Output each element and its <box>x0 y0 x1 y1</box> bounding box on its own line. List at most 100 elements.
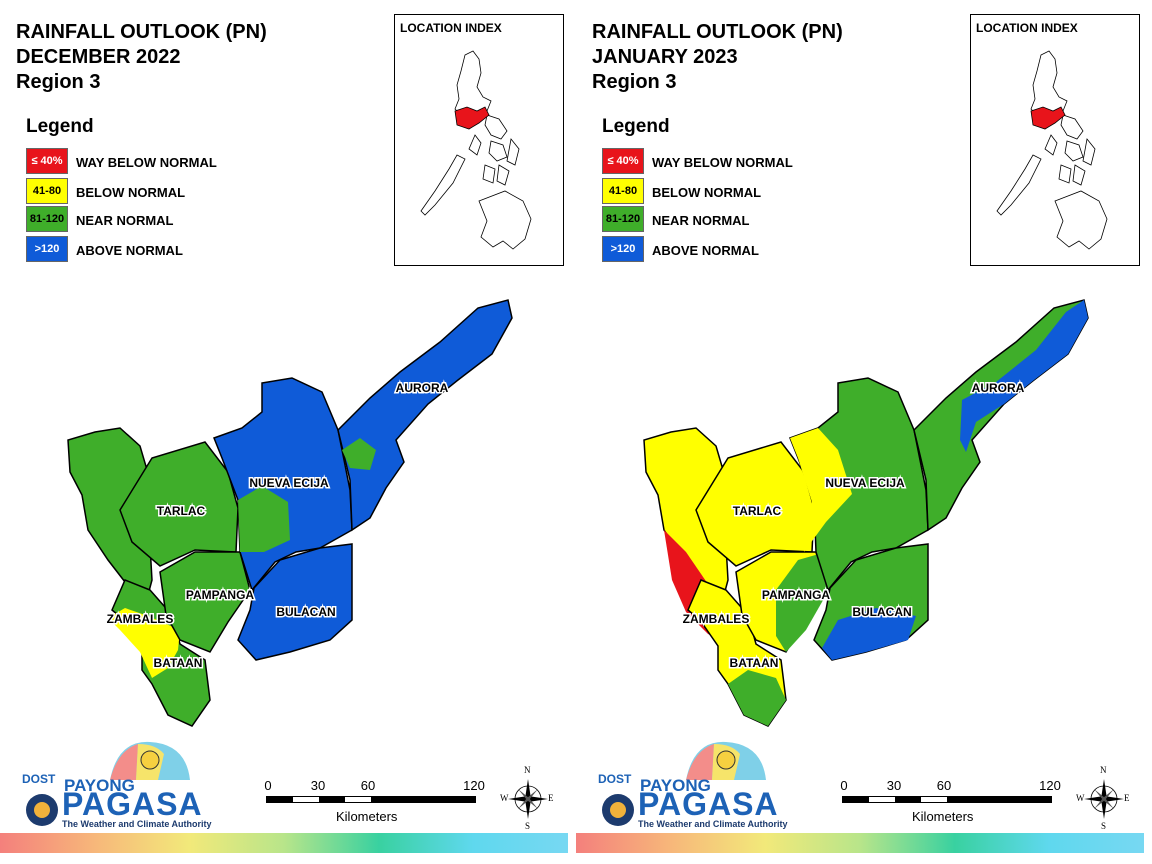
scale-bar: 0 30 60 120 Kilometers <box>840 778 1062 828</box>
legend-swatch: >120 <box>602 236 644 262</box>
scale-tick-label: 60 <box>936 778 952 793</box>
zone-below-normal-nueva-ecija <box>790 428 852 552</box>
title-line-1: RAINFALL OUTLOOK (PN) <box>592 21 843 43</box>
province-label-tarlac: TARLAC <box>157 504 206 518</box>
scale-tick-label: 120 <box>463 778 485 793</box>
legend-label: WAY BELOW NORMAL <box>652 155 793 170</box>
footer-gradient-bar <box>576 833 1144 853</box>
legend-label: BELOW NORMAL <box>76 185 186 200</box>
compass-rose: N S E W <box>500 765 556 833</box>
legend-swatch: 41-80 <box>602 178 644 204</box>
zone-above-normal-bulacan <box>822 608 916 660</box>
payong-pagasa-logo: DOST PAYONG PAGASA The Weather and Clima… <box>594 740 788 832</box>
province-label-zambales: ZAMBALES <box>683 612 750 626</box>
scale-unit-label: Kilometers <box>336 809 398 824</box>
umbrella-icon <box>26 741 190 826</box>
province-tarlac <box>119 441 239 567</box>
zone-near-normal-aurora <box>342 438 376 470</box>
zone-below-normal-bataan <box>108 608 180 678</box>
logo-tagline: The Weather and Climate Authority <box>62 819 212 829</box>
umbrella-icon <box>602 741 766 826</box>
province-label-aurora: AURORA <box>396 381 449 395</box>
title-line-2: DECEMBER 2022 <box>16 46 181 68</box>
zone-near-normal-pampanga <box>776 552 830 652</box>
legend-label: WAY BELOW NORMAL <box>76 155 217 170</box>
compass-s: S <box>1101 821 1107 831</box>
location-index-title: LOCATION INDEX <box>976 21 1078 35</box>
legend-label: ABOVE NORMAL <box>652 243 759 258</box>
title-line-2: JANUARY 2023 <box>592 46 738 68</box>
province-label-bulacan: BULACAN <box>852 605 911 619</box>
province-label-pampanga: PAMPANGA <box>186 588 255 602</box>
legend-label: NEAR NORMAL <box>652 213 750 228</box>
province-label-tarlac: TARLAC <box>733 504 782 518</box>
logo-pagasa-text: PAGASA <box>62 786 203 822</box>
province-label-bataan: BATAAN <box>154 656 203 670</box>
legend-label: BELOW NORMAL <box>652 185 762 200</box>
compass-n: N <box>1100 765 1107 775</box>
zone-near-normal-nueva-ecija <box>238 486 290 552</box>
map-title: RAINFALL OUTLOOK (PN) DECEMBER 2022 Regi… <box>16 20 267 95</box>
province-label-pampanga: PAMPANGA <box>762 588 831 602</box>
compass-icon <box>508 779 548 819</box>
region-3-highlight <box>454 106 490 130</box>
province-label-nueva-ecija: NUEVA ECIJA <box>249 476 329 490</box>
location-index: LOCATION INDEX <box>970 14 1140 266</box>
legend-swatch: 81-120 <box>26 206 68 232</box>
province-label-bataan: BATAAN <box>730 656 779 670</box>
compass-e: E <box>1124 793 1130 803</box>
scale-bar-segments <box>266 796 476 803</box>
logo-dost-text: DOST <box>22 772 56 786</box>
legend-swatch: ≤ 40% <box>26 148 68 174</box>
scale-tick-label: 30 <box>886 778 902 793</box>
compass-s: S <box>525 821 531 831</box>
province-pampanga <box>159 551 251 653</box>
province-nueva-ecija <box>789 377 929 592</box>
compass-e: E <box>548 793 554 803</box>
outlook-panel-december: RAINFALL OUTLOOK (PN) DECEMBER 2022 Regi… <box>0 14 568 853</box>
logo-payong-text: PAYONG <box>64 776 135 795</box>
region-3-rainfall-map: TARLAC NUEVA ECIJA AURORA PAMPANGA BULAC… <box>643 299 1089 727</box>
legend-swatch: ≤ 40% <box>602 148 644 174</box>
zone-near-normal-bataan <box>728 670 786 726</box>
province-label-nueva-ecija: NUEVA ECIJA <box>825 476 905 490</box>
region-3-rainfall-map: TARLAC NUEVA ECIJA AURORA PAMPANGA BULAC… <box>67 299 513 727</box>
philippines-index-map <box>420 50 532 250</box>
logo-payong-text: PAYONG <box>640 776 711 795</box>
scale-tick-label: 60 <box>360 778 376 793</box>
scale-tick-label: 30 <box>310 778 326 793</box>
province-label-bulacan: BULACAN <box>276 605 335 619</box>
logo-pagasa-text: PAGASA <box>638 786 779 822</box>
legend-swatch: >120 <box>26 236 68 262</box>
region-3-highlight <box>1030 106 1066 130</box>
outlook-panel-january: RAINFALL OUTLOOK (PN) JANUARY 2023 Regio… <box>576 0 1152 864</box>
legend-title: Legend <box>26 116 94 137</box>
title-line-3: Region 3 <box>16 71 101 93</box>
logo-tagline: The Weather and Climate Authority <box>638 819 788 829</box>
title-line-3: Region 3 <box>592 71 677 93</box>
province-label-zambales: ZAMBALES <box>107 612 174 626</box>
scale-tick-label: 0 <box>840 778 848 793</box>
footer-gradient-bar <box>0 833 568 853</box>
legend-swatch: 81-120 <box>602 206 644 232</box>
scale-unit-label: Kilometers <box>912 809 974 824</box>
legend-swatch: 41-80 <box>26 178 68 204</box>
zone-above-normal-aurora <box>960 300 1088 452</box>
scale-tick-label: 0 <box>264 778 272 793</box>
title-line-1: RAINFALL OUTLOOK (PN) <box>16 21 267 43</box>
logo-dost-text: DOST <box>598 772 632 786</box>
compass-n: N <box>524 765 531 775</box>
legend-title: Legend <box>602 116 670 137</box>
scale-tick-label: 120 <box>1039 778 1061 793</box>
location-index-title: LOCATION INDEX <box>400 21 502 35</box>
location-index: LOCATION INDEX <box>394 14 564 266</box>
compass-rose: N S E W <box>1076 765 1132 833</box>
map-title: RAINFALL OUTLOOK (PN) JANUARY 2023 Regio… <box>592 20 843 95</box>
legend-label: ABOVE NORMAL <box>76 243 183 258</box>
province-label-aurora: AURORA <box>972 381 1025 395</box>
compass-w: W <box>1076 793 1085 803</box>
province-aurora <box>337 299 513 532</box>
province-bulacan <box>237 543 353 661</box>
compass-icon <box>1084 779 1124 819</box>
scale-bar: 0 30 60 120 Kilometers <box>264 778 486 828</box>
